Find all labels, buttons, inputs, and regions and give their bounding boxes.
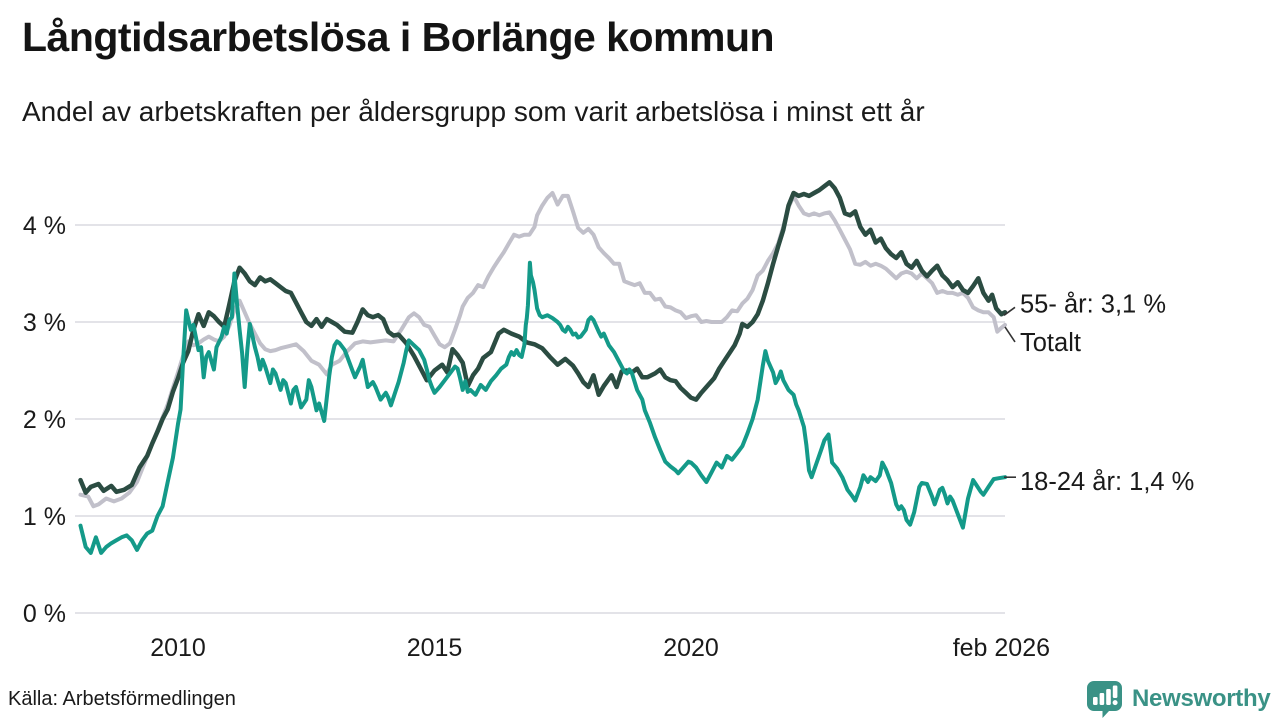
series-line-18-24-r — [78, 260, 1007, 555]
y-tick-label: 2 % — [23, 406, 66, 434]
series-end-label: Totalt — [1020, 329, 1081, 357]
page-title: Långtidsarbetslösa i Borlänge kommun — [22, 14, 775, 60]
series-annotations: 55- år: 3,1 % Totalt 18-24 år: 1,4 % — [1003, 290, 1194, 496]
x-tick-label: feb 2026 — [953, 634, 1050, 662]
newsworthy-bubble-chart-icon — [1087, 681, 1122, 718]
page-subtitle: Andel av arbetskraften per åldersgrupp s… — [22, 96, 925, 127]
y-tick-label: 1 % — [23, 503, 66, 531]
source-note: Källa: Arbetsförmedlingen — [8, 688, 236, 710]
y-axis-labels: 0 % 1 % 2 % 3 % 4 % — [23, 212, 66, 628]
newsworthy-wordmark: Newsworthy — [1132, 685, 1271, 712]
y-tick-label: 0 % — [23, 600, 66, 628]
leader-line — [1004, 326, 1016, 343]
y-tick-label: 4 % — [23, 212, 66, 240]
x-axis-labels: 2010 2015 2020 feb 2026 — [150, 634, 1050, 662]
leader-line — [1003, 306, 1016, 316]
series-end-label: 55- år: 3,1 % — [1020, 290, 1166, 318]
series-end-label: 18-24 år: 1,4 % — [1020, 468, 1194, 496]
gridlines — [75, 224, 1005, 614]
line-chart: 0 % 1 % 2 % 3 % 4 % 2010 2015 2020 feb 2026 55-… — [23, 180, 1194, 662]
series-lines — [78, 180, 1008, 555]
y-tick-label: 3 % — [23, 309, 66, 337]
newsworthy-logo: Newsworthy — [1086, 680, 1271, 718]
x-tick-label: 2010 — [150, 634, 206, 662]
series-line-55-r — [78, 180, 1008, 495]
x-tick-label: 2020 — [663, 634, 719, 662]
x-tick-label: 2015 — [407, 634, 463, 662]
